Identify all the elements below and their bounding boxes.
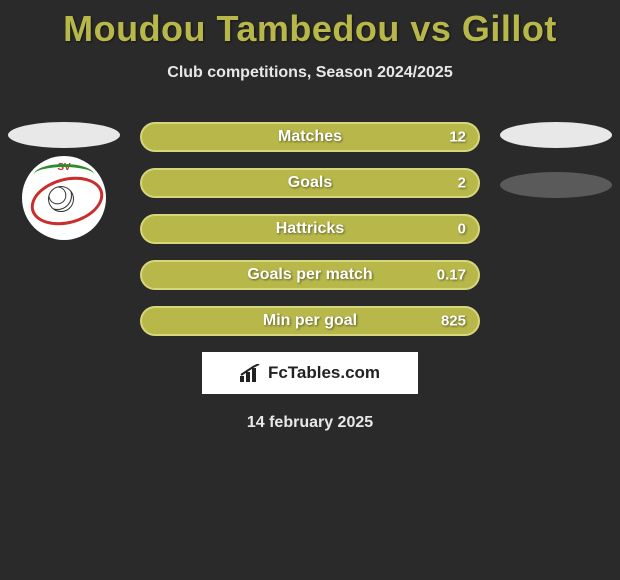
left-player-column: SV	[4, 122, 124, 240]
stat-label: Matches	[278, 128, 342, 146]
stat-label: Hattricks	[276, 220, 344, 238]
stat-row-hattricks: Hattricks 0	[140, 214, 480, 244]
date-line: 14 february 2025	[0, 414, 620, 432]
left-player-name-placeholder	[8, 122, 120, 148]
stat-row-matches: Matches 12	[140, 122, 480, 152]
stat-row-goals: Goals 2	[140, 168, 480, 198]
right-player-name-placeholder	[500, 122, 612, 148]
stat-row-min-per-goal: Min per goal 825	[140, 306, 480, 336]
stat-value-right: 0.17	[437, 267, 466, 284]
stat-value-right: 12	[449, 129, 466, 146]
stats-bars: Matches 12 Goals 2 Hattricks 0 Goals per…	[140, 122, 480, 336]
left-team-badge: SV	[22, 156, 106, 240]
stat-label: Goals per match	[247, 266, 372, 284]
brand-text: FcTables.com	[268, 363, 380, 383]
bar-chart-icon	[240, 364, 262, 382]
right-player-column	[496, 122, 616, 198]
stat-label: Goals	[288, 174, 332, 192]
ball-icon	[48, 186, 74, 212]
stat-value-right: 2	[458, 175, 466, 192]
stat-value-right: 0	[458, 221, 466, 238]
stat-value-right: 825	[441, 313, 466, 330]
left-team-badge-label: SV	[22, 162, 106, 173]
stat-row-goals-per-match: Goals per match 0.17	[140, 260, 480, 290]
subtitle: Club competitions, Season 2024/2025	[0, 64, 620, 82]
brand-badge[interactable]: FcTables.com	[202, 352, 418, 394]
right-team-badge-placeholder	[500, 172, 612, 198]
comparison-title: Moudou Tambedou vs Gillot	[0, 0, 620, 50]
main-area: SV Matches 12 Goals 2 Hattricks 0 Goals …	[0, 122, 620, 432]
stat-label: Min per goal	[263, 312, 357, 330]
